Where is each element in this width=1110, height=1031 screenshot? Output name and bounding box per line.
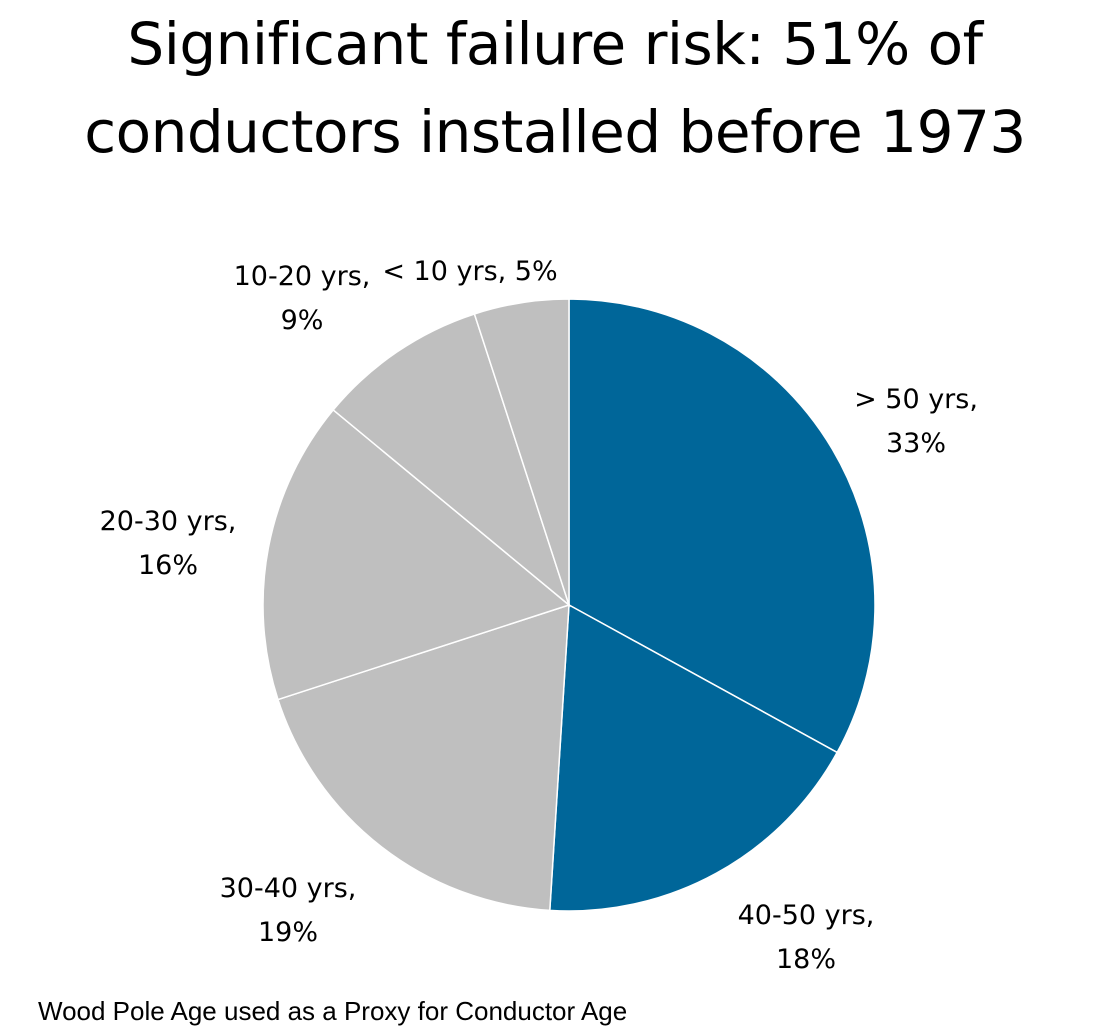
pie-slice-5 [473, 298, 570, 606]
pie-slice-3 [262, 408, 571, 701]
pie-slice-4 [332, 313, 571, 608]
data-label-1: 40-50 yrs, 18% [738, 900, 875, 975]
title-line-1: Significant failure risk: 51% of [127, 10, 983, 78]
data-label-0: > 50 yrs, 33% [854, 384, 978, 459]
data-label-3: 20-30 yrs, 16% [100, 506, 237, 581]
pie-slice-2 [277, 603, 570, 912]
data-label-4: 10-20 yrs, 9% [234, 261, 371, 336]
data-label-2: 30-40 yrs, 19% [220, 873, 357, 948]
pie-slice-0 [568, 298, 876, 754]
title-line-2: conductors installed before 1973 [84, 98, 1026, 166]
footnote: Wood Pole Age used as a Proxy for Conduc… [38, 996, 628, 1026]
data-label-5: < 10 yrs, 5% [382, 256, 557, 287]
pie-slice-1 [548, 603, 839, 912]
chart-title: Significant failure risk: 51% of conduct… [0, 0, 1110, 176]
